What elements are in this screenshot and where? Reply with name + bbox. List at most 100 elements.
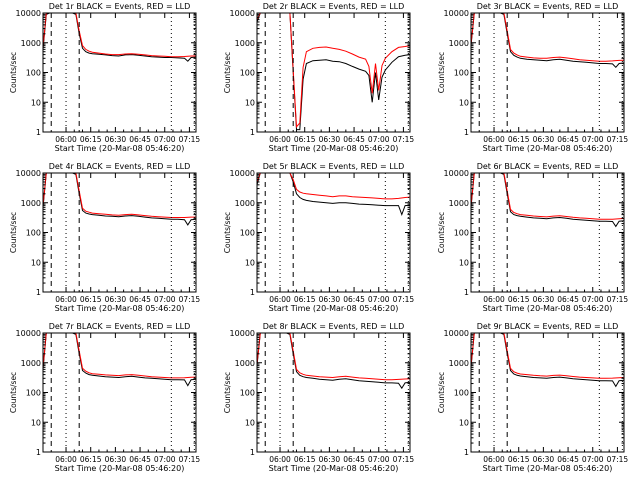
y-tick-label: 10000	[230, 9, 255, 18]
series-events-line	[257, 173, 410, 217]
x-tick-label: 06:15	[508, 295, 530, 304]
x-axis-label: Start Time (20-Mar-08 05:46:20)	[269, 304, 399, 313]
y-axis-label: Counts/sec	[223, 212, 232, 253]
x-axis-label: Start Time (20-Mar-08 05:46:20)	[55, 144, 185, 153]
det-panel-1: Det 1r BLACK = Events, RED = LLD 1 10 100 10…	[9, 2, 200, 153]
y-axis-label: Counts/sec	[437, 52, 446, 93]
y-tick-label: 1000	[21, 199, 41, 208]
y-tick-label: 10	[31, 418, 41, 427]
y-axis-label: Counts/sec	[9, 52, 18, 93]
y-tick-label: 10	[459, 418, 469, 427]
y-tick-label: 10	[245, 98, 255, 107]
y-tick-label: 100	[240, 69, 255, 78]
x-tick-label: 06:45	[343, 455, 365, 464]
y-tick-label: 1	[464, 128, 469, 137]
x-tick-label: 07:15	[607, 295, 629, 304]
series-lld-line	[43, 173, 196, 218]
axes-frame	[42, 12, 197, 133]
y-tick-label: 100	[26, 69, 41, 78]
panel-title: Det 8r BLACK = Events, RED = LLD	[263, 322, 405, 331]
det-panel-8: Det 8r BLACK = Events, RED = LLD 1 10 100 10…	[223, 322, 414, 473]
axes-frame	[42, 172, 197, 293]
plot-area	[257, 173, 410, 292]
plot-area	[471, 13, 624, 132]
axes-frame	[256, 332, 411, 453]
x-tick-label: 06:45	[129, 455, 151, 464]
x-tick-label: 06:00	[483, 295, 505, 304]
x-tick-label: 07:00	[154, 295, 176, 304]
x-tick-label: 06:15	[80, 295, 102, 304]
x-tick-label: 06:30	[319, 455, 341, 464]
series-lld-line	[43, 13, 196, 58]
series-events-line	[257, 333, 410, 390]
y-tick-label: 10000	[16, 9, 41, 18]
y-axis-label: Counts/sec	[223, 52, 232, 93]
axes-frame	[256, 172, 411, 293]
x-tick-label: 06:45	[129, 135, 151, 144]
det-panel-4: Det 4r BLACK = Events, RED = LLD 1 10 100 10…	[9, 162, 200, 313]
series-lld-line	[257, 173, 410, 200]
plot-area	[471, 173, 624, 292]
x-tick-label: 07:00	[154, 135, 176, 144]
y-tick-label: 10000	[16, 329, 41, 338]
y-tick-label: 1	[36, 448, 41, 457]
x-tick-label: 07:00	[582, 295, 604, 304]
x-tick-label: 06:30	[533, 135, 555, 144]
plot-area	[43, 173, 196, 292]
y-tick-label: 1000	[449, 39, 469, 48]
y-tick-label: 10	[31, 258, 41, 267]
y-tick-label: 10000	[16, 169, 41, 178]
y-tick-label: 1	[36, 128, 41, 137]
x-tick-label: 06:15	[508, 455, 530, 464]
x-tick-label: 06:30	[319, 135, 341, 144]
det-panel-5: Det 5r BLACK = Events, RED = LLD 1 10 100 10…	[223, 162, 414, 313]
series-lld-line	[257, 333, 410, 381]
y-tick-label: 10000	[444, 9, 469, 18]
y-tick-label: 100	[240, 389, 255, 398]
series-lld-line	[471, 333, 624, 379]
x-axis-label: Start Time (20-Mar-08 05:46:20)	[483, 304, 613, 313]
y-axis-label: Counts/sec	[437, 372, 446, 413]
x-tick-label: 07:15	[179, 455, 201, 464]
panel-title: Det 6r BLACK = Events, RED = LLD	[477, 162, 619, 171]
x-tick-label: 06:45	[129, 295, 151, 304]
y-tick-label: 100	[454, 69, 469, 78]
x-tick-label: 07:00	[368, 295, 390, 304]
panel-title: Det 2r BLACK = Events, RED = LLD	[263, 2, 405, 11]
x-tick-label: 07:15	[393, 295, 415, 304]
x-tick-label: 06:15	[80, 455, 102, 464]
axes-frame	[42, 332, 197, 453]
x-tick-label: 06:15	[80, 135, 102, 144]
y-tick-label: 1000	[449, 359, 469, 368]
det-panel-3: Det 3r BLACK = Events, RED = LLD 1 10 100 10…	[437, 2, 628, 153]
panel-title: Det 5r BLACK = Events, RED = LLD	[263, 162, 405, 171]
x-tick-label: 06:15	[508, 135, 530, 144]
det-panel-2: Det 2r BLACK = Events, RED = LLD 1 10 100 10…	[223, 2, 414, 153]
x-tick-label: 06:00	[269, 295, 291, 304]
series-events-line	[471, 13, 624, 69]
x-tick-label: 06:45	[343, 295, 365, 304]
y-axis-label: Counts/sec	[437, 212, 446, 253]
x-axis-label: Start Time (20-Mar-08 05:46:20)	[269, 144, 399, 153]
y-tick-label: 1000	[21, 359, 41, 368]
y-tick-label: 1	[250, 128, 255, 137]
x-tick-label: 07:00	[154, 455, 176, 464]
panel-title: Det 9r BLACK = Events, RED = LLD	[477, 322, 619, 331]
y-tick-label: 10	[31, 98, 41, 107]
y-tick-label: 10000	[444, 169, 469, 178]
x-tick-label: 06:00	[55, 455, 77, 464]
det-panel-6: Det 6r BLACK = Events, RED = LLD 1 10 100 10…	[437, 162, 628, 313]
axes-frame	[256, 12, 411, 133]
x-tick-label: 06:00	[269, 455, 291, 464]
x-tick-label: 06:30	[533, 295, 555, 304]
series-events-line	[43, 173, 196, 226]
series-lld-line	[471, 13, 624, 62]
x-tick-label: 06:00	[55, 135, 77, 144]
y-tick-label: 10	[245, 418, 255, 427]
y-tick-label: 10000	[230, 329, 255, 338]
y-tick-label: 100	[26, 229, 41, 238]
plot-area	[471, 333, 624, 452]
y-tick-label: 100	[454, 229, 469, 238]
x-tick-label: 06:15	[294, 455, 316, 464]
